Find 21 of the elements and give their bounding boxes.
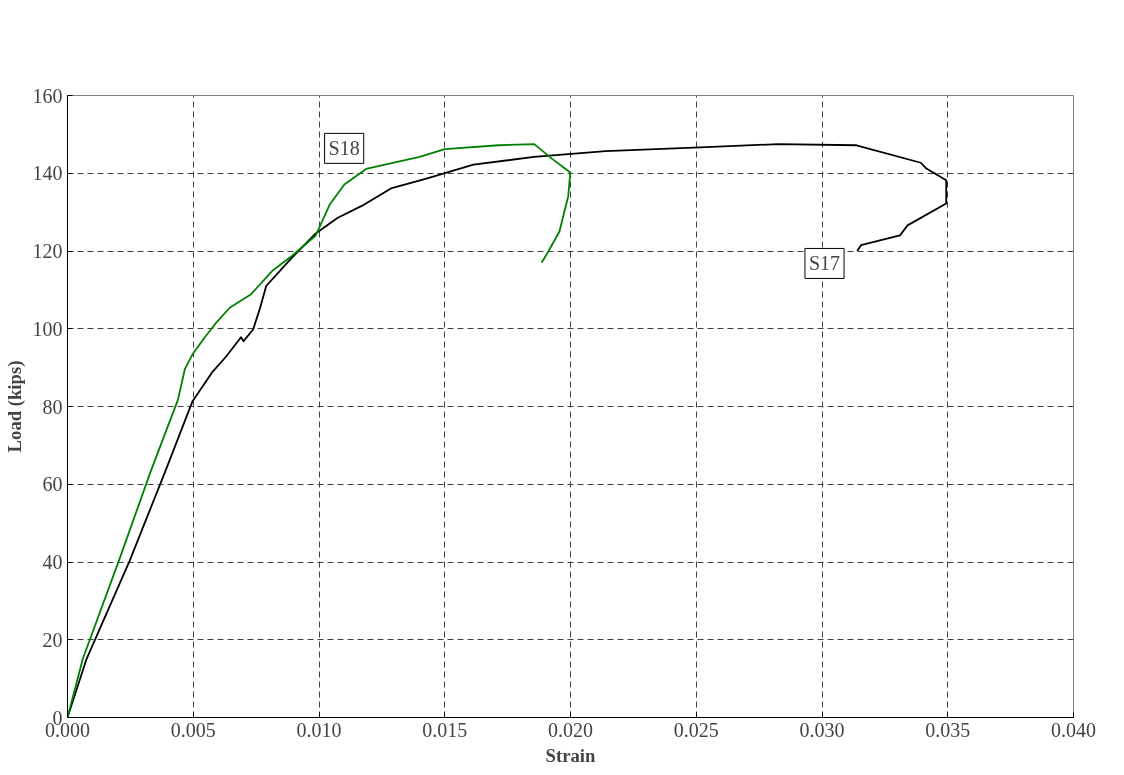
x-tick-label: 0.010 xyxy=(296,718,342,741)
y-tick-label: 160 xyxy=(32,84,63,107)
x-tick-label: 0.015 xyxy=(422,718,468,741)
annotation: S17 xyxy=(808,252,841,275)
x-tick-label: 0.025 xyxy=(673,718,719,741)
y-tick-label: 140 xyxy=(32,162,63,185)
y-tick-label: 100 xyxy=(32,317,63,340)
x-tick-label: 0.020 xyxy=(548,718,593,741)
x-tick-label: 0.040 xyxy=(1051,718,1096,741)
x-tick-label: 0.005 xyxy=(170,718,216,741)
y-tick-label: 80 xyxy=(42,395,63,418)
line-series xyxy=(67,143,572,718)
y-tick-label: 60 xyxy=(42,473,63,496)
y-axis-title: Load (kips) xyxy=(3,360,26,453)
x-tick-label: 0.030 xyxy=(799,718,845,741)
y-tick-label: 40 xyxy=(42,551,63,573)
annotation: S18 xyxy=(328,137,360,160)
y-tick-label: 120 xyxy=(32,240,63,262)
x-tick-label: 0.035 xyxy=(925,718,971,741)
y-tick-label: 20 xyxy=(42,628,63,651)
x-axis-title: Strain xyxy=(545,744,596,766)
